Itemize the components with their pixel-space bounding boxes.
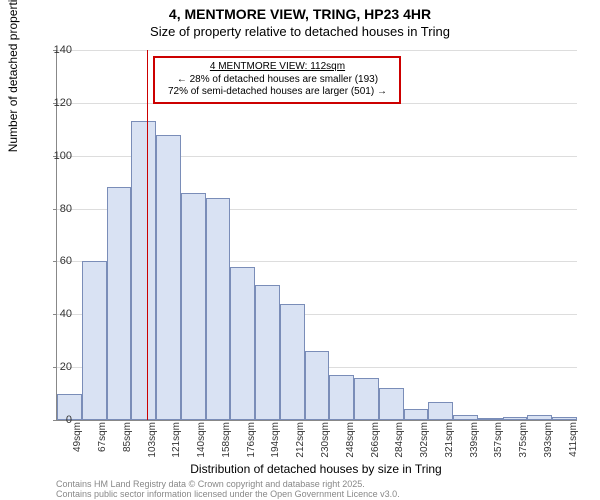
histogram-bar (305, 351, 330, 420)
y-tick-label: 100 (32, 150, 72, 162)
y-tick-label: 20 (32, 361, 72, 373)
chart-subtitle: Size of property relative to detached ho… (0, 24, 600, 39)
histogram-bar (453, 415, 478, 420)
footer-line-2: Contains public sector information licen… (56, 490, 400, 500)
x-tick-label: 230sqm (320, 422, 331, 462)
y-tick-label: 80 (32, 203, 72, 215)
histogram-bar (255, 285, 280, 420)
y-tick-label: 40 (32, 308, 72, 320)
x-tick-label: 321sqm (444, 422, 455, 462)
histogram-bar (428, 402, 453, 421)
annotation-line: 72% of semi-detached houses are larger (… (161, 86, 393, 99)
y-tick-label: 0 (32, 414, 72, 426)
histogram-bar (107, 187, 132, 420)
x-tick-label: 302sqm (419, 422, 430, 462)
histogram-bar (329, 375, 354, 420)
histogram-bar (503, 417, 528, 420)
annotation-line: ← 28% of detached houses are smaller (19… (161, 74, 393, 87)
x-tick-label: 212sqm (295, 422, 306, 462)
marker-line (147, 50, 148, 420)
annotation-line: 4 MENTMORE VIEW: 112sqm (161, 61, 393, 74)
histogram-bar (527, 415, 552, 420)
x-tick-label: 375sqm (518, 422, 529, 462)
histogram-bar (82, 261, 107, 420)
y-tick-label: 120 (32, 97, 72, 109)
x-tick-label: 339sqm (469, 422, 480, 462)
y-axis-label: Number of detached properties (6, 0, 20, 152)
histogram-bar (206, 198, 231, 420)
x-tick-label: 248sqm (345, 422, 356, 462)
x-tick-label: 411sqm (568, 422, 579, 462)
chart-container: 4, MENTMORE VIEW, TRING, HP23 4HR Size o… (0, 0, 600, 500)
histogram-bar (379, 388, 404, 420)
x-axis-label: Distribution of detached houses by size … (56, 462, 576, 476)
histogram-bar (478, 418, 503, 420)
y-tick-label: 140 (32, 44, 72, 56)
x-tick-label: 103sqm (147, 422, 158, 462)
x-tick-label: 85sqm (122, 422, 133, 462)
x-tick-label: 176sqm (246, 422, 257, 462)
x-tick-label: 121sqm (171, 422, 182, 462)
chart-title: 4, MENTMORE VIEW, TRING, HP23 4HR (0, 6, 600, 22)
y-tick-label: 60 (32, 255, 72, 267)
x-tick-label: 393sqm (543, 422, 554, 462)
histogram-bar (280, 304, 305, 420)
histogram-bar (552, 417, 577, 420)
histogram-bar (404, 409, 429, 420)
x-tick-label: 49sqm (72, 422, 83, 462)
footer-attribution: Contains HM Land Registry data © Crown c… (56, 480, 400, 500)
histogram-bar (181, 193, 206, 420)
gridline (57, 50, 577, 51)
x-tick-label: 357sqm (493, 422, 504, 462)
histogram-bar (230, 267, 255, 420)
histogram-bar (354, 378, 379, 420)
plot-area: 4 MENTMORE VIEW: 112sqm← 28% of detached… (56, 50, 577, 421)
x-tick-label: 158sqm (221, 422, 232, 462)
histogram-bar (156, 135, 181, 420)
x-tick-label: 194sqm (270, 422, 281, 462)
x-tick-label: 284sqm (394, 422, 405, 462)
annotation-box: 4 MENTMORE VIEW: 112sqm← 28% of detached… (153, 56, 401, 104)
histogram-bar (131, 121, 156, 420)
x-tick-label: 140sqm (196, 422, 207, 462)
x-tick-label: 266sqm (370, 422, 381, 462)
x-tick-label: 67sqm (97, 422, 108, 462)
